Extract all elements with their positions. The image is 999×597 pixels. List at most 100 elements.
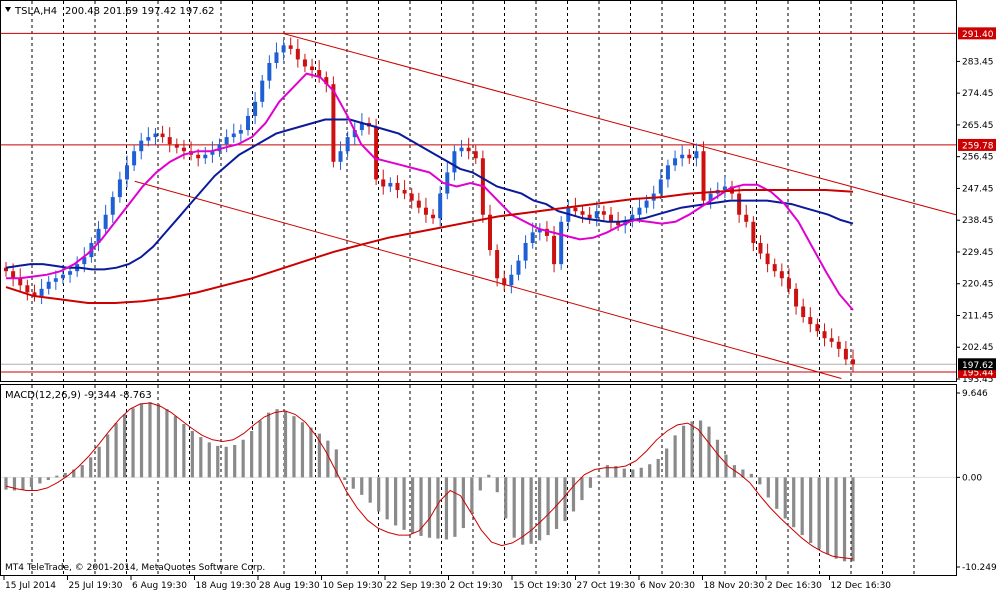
candle-body — [523, 242, 528, 261]
macd-bar — [529, 477, 533, 544]
candle-body — [765, 253, 770, 265]
macd-bar — [758, 477, 762, 485]
macd-bar — [199, 437, 203, 478]
candle-body — [331, 84, 336, 162]
candle-body — [96, 228, 101, 243]
time-axis: 15 Jul 2014 25 Jul 19:30 6 Aug 19:30 18 Aug… — [3, 576, 891, 591]
candle-body — [680, 154, 685, 159]
candle-body — [68, 271, 73, 275]
candle-body — [281, 45, 286, 53]
candle-body — [758, 242, 763, 254]
macd-bar — [622, 468, 626, 478]
candle-body — [4, 267, 8, 272]
macd-bar — [682, 425, 686, 478]
candle-body — [253, 101, 258, 116]
candle-body — [473, 151, 478, 159]
symbol-header: TSLA,H4 — [14, 6, 57, 17]
channel-line — [282, 32, 957, 216]
macd-bar — [156, 403, 161, 478]
candle-body — [388, 182, 393, 187]
time-tick-label: 18 Aug 19:30 — [196, 581, 257, 591]
current-price-label: 197.62 — [962, 361, 994, 371]
macd-bar — [444, 477, 449, 540]
macd-bar — [461, 477, 465, 529]
moving-averages — [5, 72, 854, 311]
macd-bar — [4, 477, 8, 490]
time-tick-label: 6 Aug 19:30 — [132, 581, 187, 591]
candle-body — [815, 324, 820, 332]
macd-bar — [588, 477, 593, 488]
time-tick-label: 6 Nov 20:30 — [640, 581, 695, 591]
candle-body — [110, 197, 115, 215]
macd-bar — [453, 477, 457, 537]
macd-signal-line — [5, 402, 854, 560]
time-tick-label: 15 Oct 19:30 — [513, 581, 572, 591]
macd-bar — [250, 431, 254, 478]
macd-bar — [775, 477, 779, 509]
candle-body — [160, 133, 165, 138]
candle-body — [238, 130, 243, 134]
macd-bar — [614, 465, 618, 478]
macd-bar — [394, 477, 398, 526]
macd-bar — [224, 446, 228, 478]
time-tick-label: 10 Sep 19:30 — [323, 581, 383, 591]
macd-tick-label: 9.646 — [962, 389, 988, 399]
candle-body — [317, 70, 322, 78]
price-tick-label: 229.45 — [962, 248, 994, 258]
candle-body — [338, 151, 343, 162]
candle-body — [580, 211, 585, 215]
macd-bar — [241, 439, 245, 478]
macd-bar — [368, 477, 372, 503]
time-tick-label: 2 Dec 16:30 — [767, 581, 822, 591]
candle-body — [786, 278, 791, 289]
macd-bar — [182, 424, 186, 478]
macd-bar — [63, 472, 67, 478]
candle-body — [146, 137, 151, 141]
candle-body — [559, 221, 564, 265]
candle-body — [466, 147, 471, 152]
candle-body — [374, 126, 379, 180]
dropdown-triangle-icon[interactable] — [5, 7, 11, 12]
candle-body — [708, 193, 713, 201]
candle-body — [117, 179, 122, 198]
candle-body — [267, 62, 272, 81]
candle-body — [288, 45, 293, 49]
candle-body — [751, 221, 756, 243]
macd-bar — [521, 477, 525, 545]
candle-body — [609, 214, 613, 222]
macd-bar — [283, 410, 288, 478]
macd-panel-frame — [0, 384, 957, 576]
candle-body — [125, 165, 129, 180]
candle-body — [181, 147, 186, 152]
level-label-box — [958, 27, 996, 40]
price-tick-label: 274.45 — [962, 89, 994, 99]
candle-body — [452, 151, 457, 173]
candle-body — [82, 257, 87, 265]
macd-bar — [546, 477, 550, 536]
candle-body — [829, 338, 834, 342]
macd-bar — [597, 475, 601, 478]
macd-bar — [427, 477, 432, 538]
copyright-footer: MT4 TeleTrade, © 2001-2014, MetaQuotes S… — [5, 563, 265, 573]
time-tick-label: 18 Nov 20:30 — [704, 581, 765, 591]
price-tick-label: 193.45 — [962, 375, 994, 385]
trend-channel — [134, 32, 957, 379]
macd-bar — [825, 477, 830, 555]
macd-bar — [114, 423, 118, 478]
macd-bar — [605, 465, 609, 478]
candle-body — [445, 172, 450, 194]
candle-body — [701, 151, 706, 201]
macd-bar — [715, 439, 720, 478]
candle-body — [502, 278, 507, 286]
macd-tick-label: -10.249 — [962, 563, 997, 573]
macd-bar — [571, 477, 576, 512]
grid — [31, 1, 915, 575]
macd-bar — [46, 477, 50, 480]
macd-bar — [292, 416, 296, 478]
level-label: 195.44 — [962, 368, 994, 378]
time-tick-label: 22 Sep 19:30 — [386, 581, 446, 591]
candle-body — [431, 214, 436, 219]
candle-body — [310, 66, 315, 71]
candle-body — [616, 221, 621, 226]
candle-body — [438, 193, 443, 219]
